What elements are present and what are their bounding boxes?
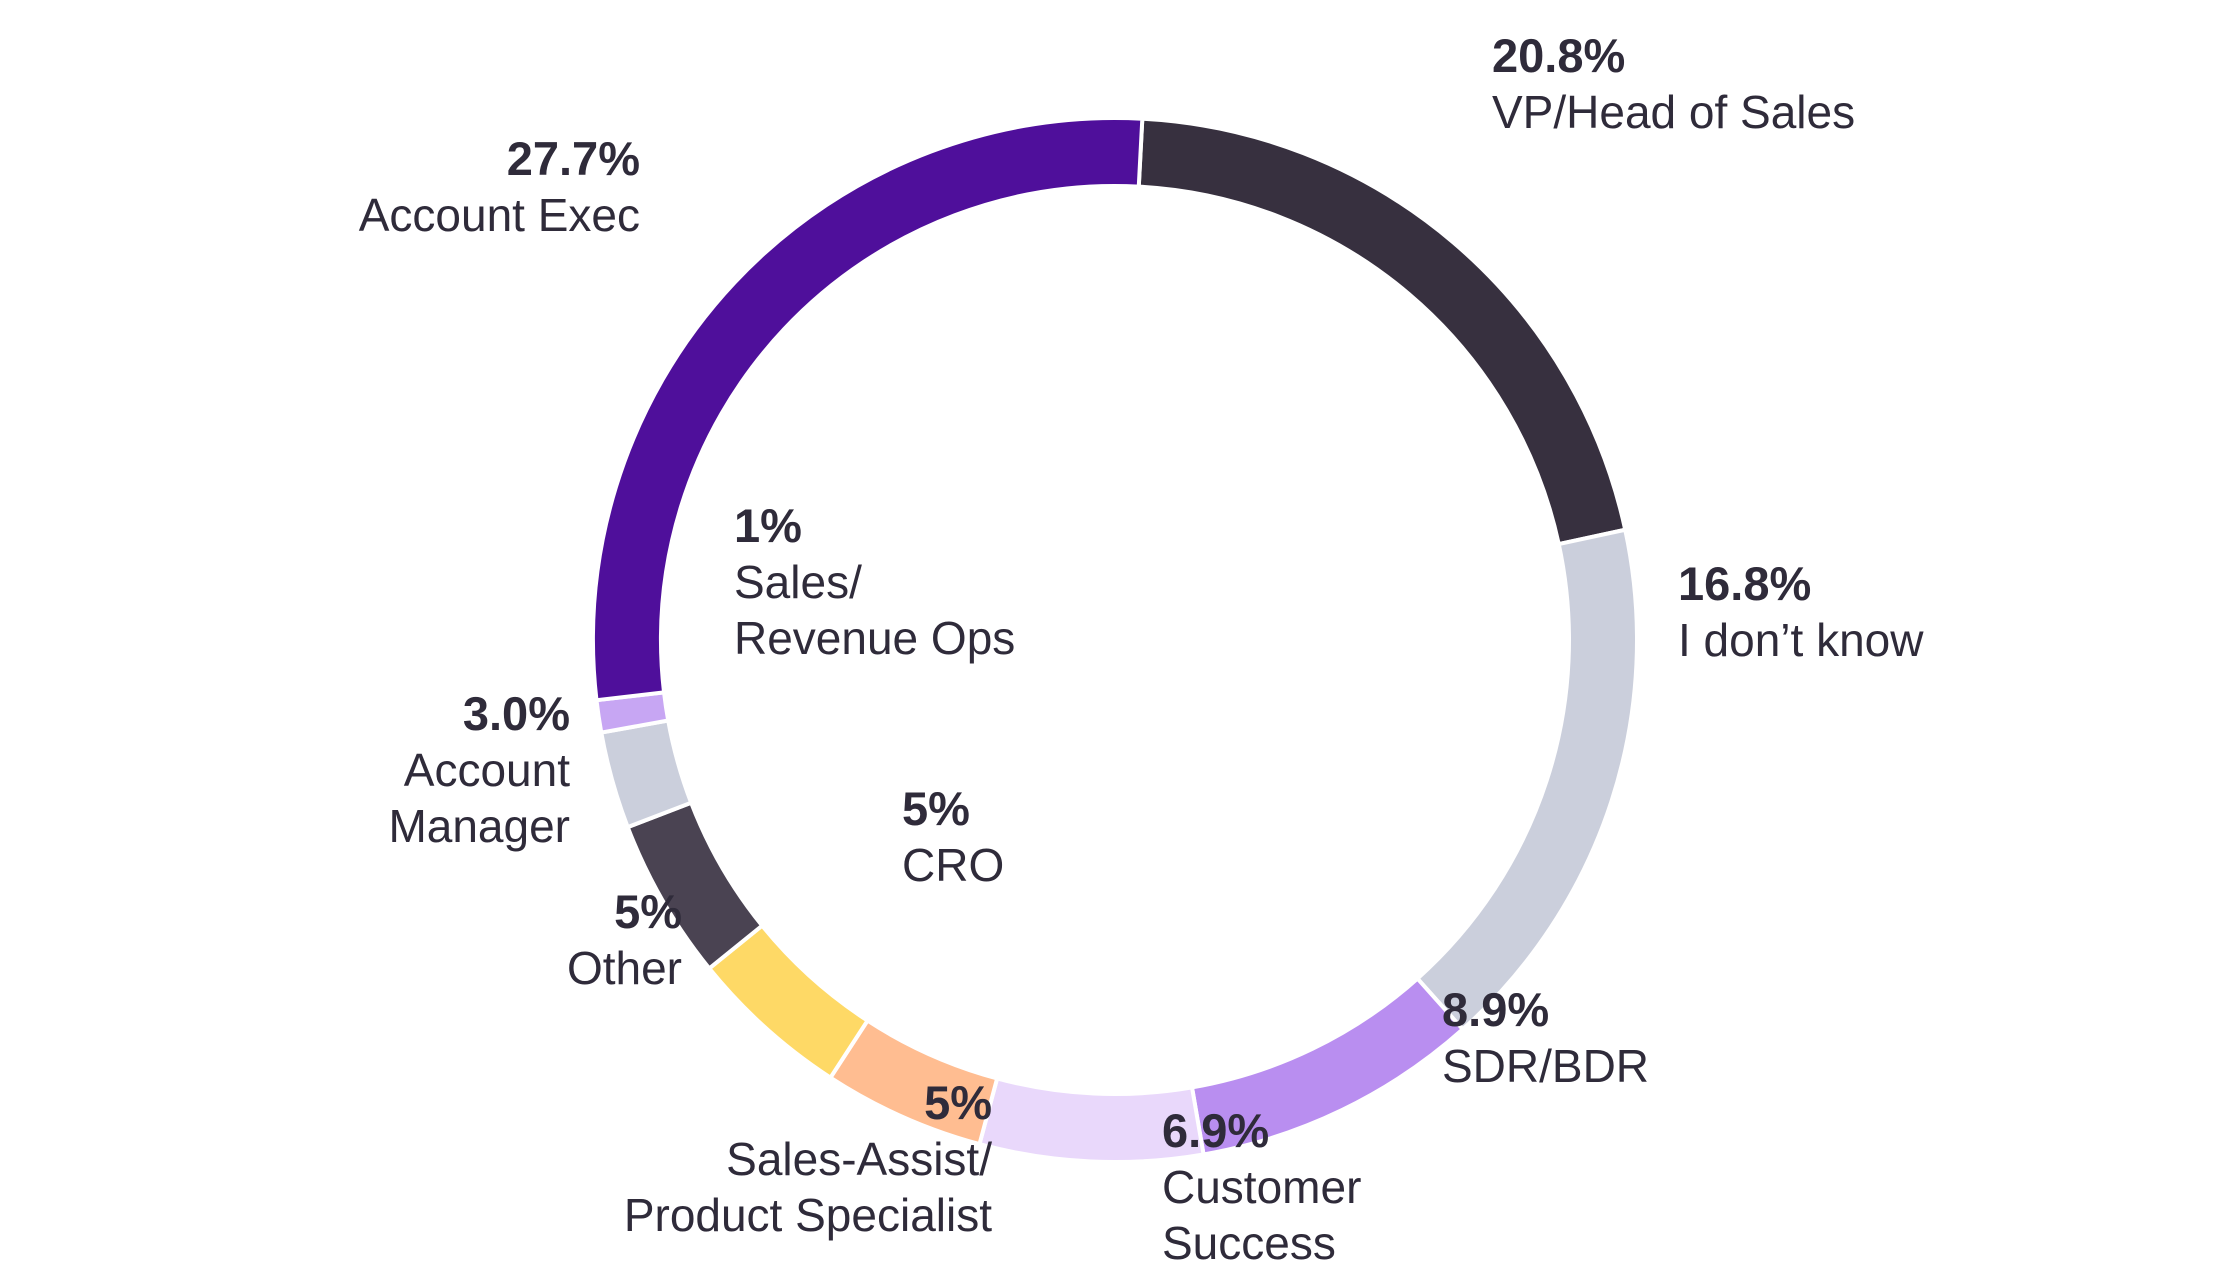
slice-vp-head-of-sales: [1136, 116, 1628, 547]
data-label-i-don-t-know: 16.8%: [1678, 557, 1811, 610]
donut-labels: 20.8%VP/Head of Sales 16.8%I don’t know 8.…: [359, 29, 1925, 1269]
data-label-other: 5%: [614, 885, 682, 938]
category-label-account-manager: Account: [404, 744, 570, 796]
category-label-sales-assist-product-specialist: Product Specialist: [624, 1189, 992, 1241]
category-label-sdr-bdr: SDR/BDR: [1442, 1040, 1649, 1092]
category-label-customer-success: Customer: [1162, 1161, 1361, 1213]
category-label-vp-head-of-sales: VP/Head of Sales: [1492, 86, 1855, 138]
category-label-other: Other: [567, 942, 682, 994]
category-label-sales-assist-product-specialist: Sales-Assist/: [726, 1133, 992, 1185]
data-label-cro: 5%: [902, 782, 970, 835]
data-label-account-manager: 3.0%: [463, 687, 570, 740]
category-label-account-manager: Manager: [388, 800, 570, 852]
category-label-sales-revenue-ops: Revenue Ops: [734, 612, 1015, 664]
data-label-customer-success: 6.9%: [1162, 1104, 1269, 1157]
donut-slices: [591, 116, 1639, 1164]
data-label-sdr-bdr: 8.9%: [1442, 983, 1549, 1036]
slice-account-exec: [591, 116, 1145, 703]
data-label-vp-head-of-sales: 20.8%: [1492, 29, 1625, 82]
data-label-sales-assist-product-specialist: 5%: [924, 1076, 992, 1129]
category-label-cro: CRO: [902, 839, 1004, 891]
category-label-account-exec: Account Exec: [359, 189, 640, 241]
category-label-sales-revenue-ops: Sales/: [734, 556, 862, 608]
category-label-customer-success: Success: [1162, 1217, 1336, 1269]
data-label-account-exec: 27.7%: [507, 132, 640, 185]
category-label-i-don-t-know: I don’t know: [1678, 614, 1924, 666]
slice-i-don-t-know: [1414, 527, 1639, 1033]
data-label-sales-revenue-ops: 1%: [734, 499, 802, 552]
